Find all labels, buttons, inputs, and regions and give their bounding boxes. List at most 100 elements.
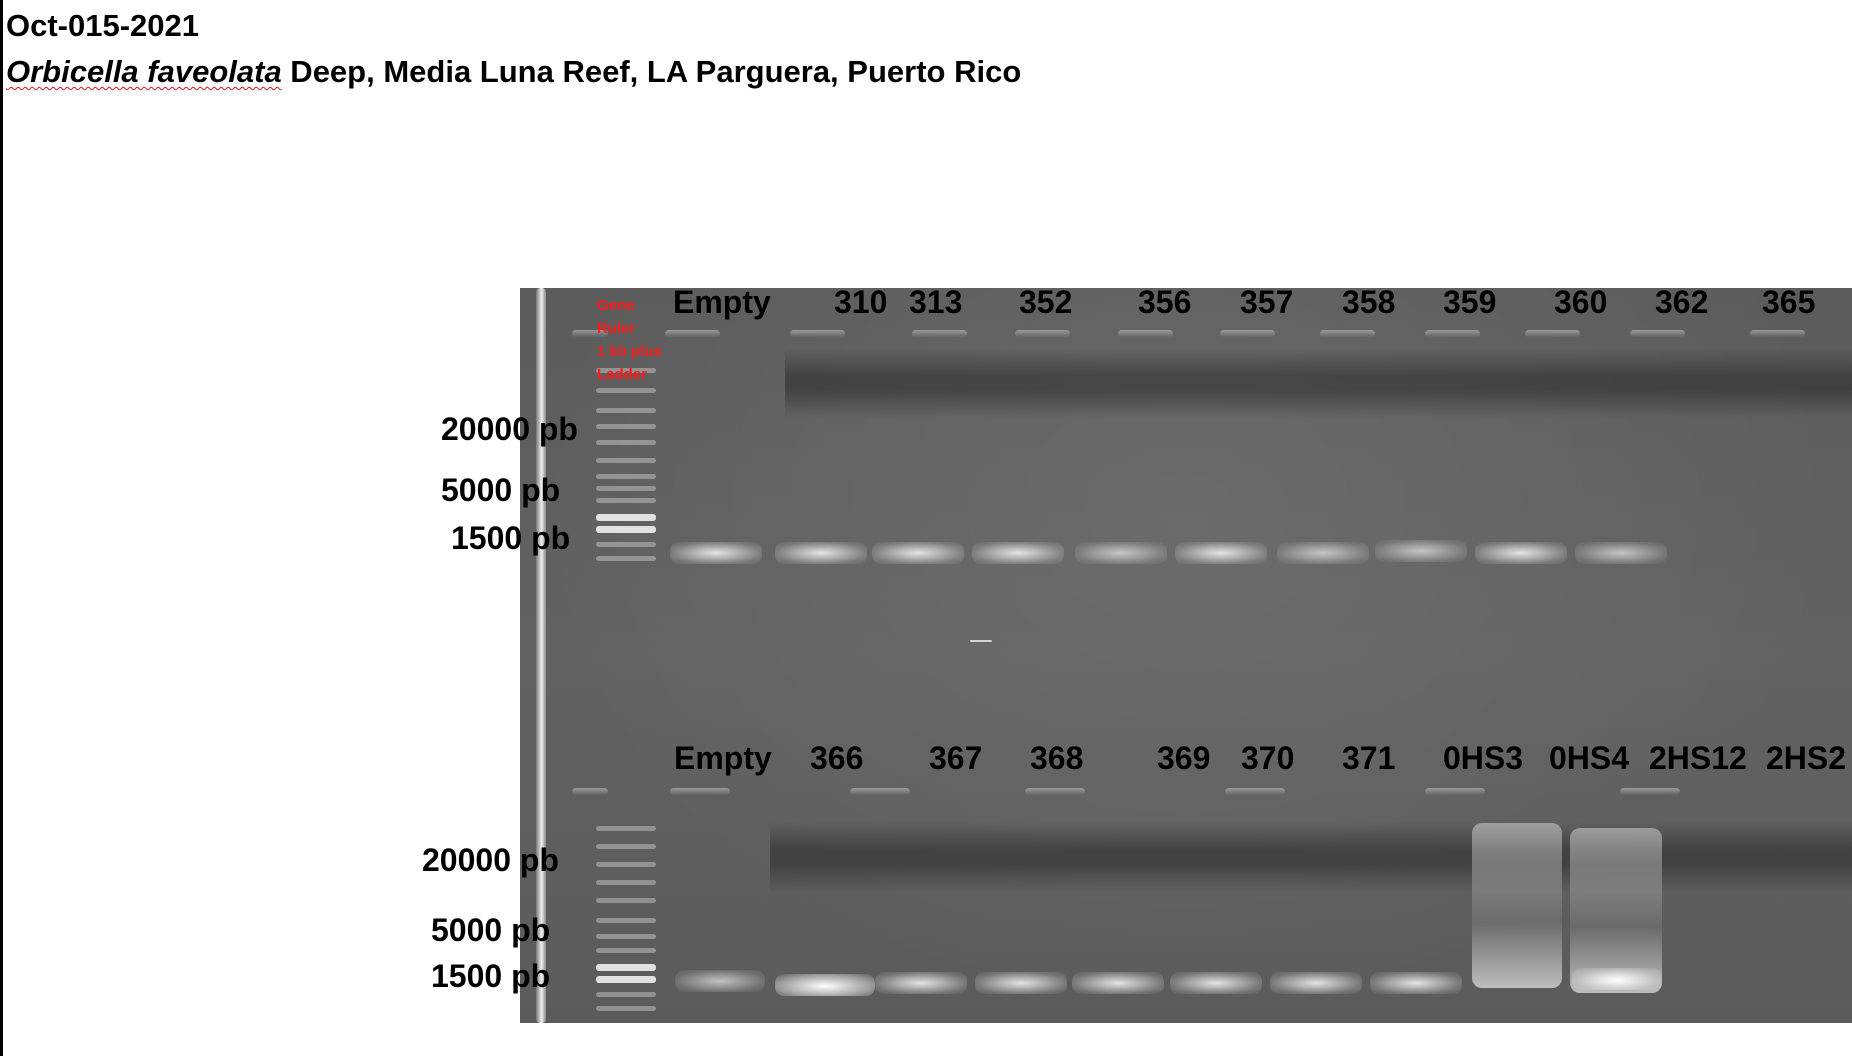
lane-label: 362 [1655, 284, 1709, 320]
lane-label: 369 [1157, 740, 1211, 776]
well [572, 330, 608, 337]
ladder-band [596, 976, 656, 983]
well [1220, 330, 1275, 337]
lane-label: 371 [1342, 740, 1396, 776]
dna-band [975, 972, 1067, 994]
lane-label: 359 [1443, 284, 1497, 320]
lane-label: 367 [929, 740, 983, 776]
well [790, 330, 845, 337]
dna-band [1572, 968, 1662, 990]
well [850, 788, 910, 795]
well [1225, 788, 1285, 795]
dna-band [972, 542, 1064, 564]
ladder-band [596, 934, 656, 939]
dna-band [1075, 542, 1167, 564]
genomic-smear [785, 348, 1852, 418]
ladder-name: Gene Ruler 1 kb plus Ladder [597, 294, 662, 386]
well [1118, 330, 1173, 337]
size-label: 20000 pb [441, 411, 578, 447]
well [1525, 330, 1580, 337]
lane-label: 360 [1554, 284, 1608, 320]
lane-label: 313 [909, 284, 963, 320]
lane-label: 357 [1240, 284, 1294, 320]
lane-label: 352 [1019, 284, 1073, 320]
ladder-band [596, 458, 656, 463]
dna-band [775, 974, 875, 996]
dna-band [675, 970, 765, 992]
ladder-band [596, 526, 656, 533]
well [572, 788, 608, 795]
ladder-band [596, 486, 656, 491]
dna-band [875, 972, 967, 994]
lane-label: 365 [1762, 284, 1816, 320]
lane-label: 356 [1138, 284, 1192, 320]
species-name: Orbicella faveolata [6, 54, 282, 89]
dna-band [670, 542, 762, 564]
well [1425, 330, 1480, 337]
lane-label: 0HS4 [1549, 740, 1630, 776]
lane-label: 0HS3 [1443, 740, 1524, 776]
lane-label: Empty [674, 740, 772, 776]
ladder-band [596, 408, 656, 413]
dna-band [775, 542, 867, 564]
ladder-band [596, 514, 656, 521]
gel-image [520, 288, 1852, 1023]
ladder-band [596, 556, 656, 561]
sample-smear [1472, 823, 1562, 988]
lane-label: Empty [673, 284, 771, 320]
size-label: 5000 pb [431, 912, 551, 948]
location-text: Deep, Media Luna Reef, LA Parguera, Puer… [281, 54, 1022, 89]
dna-band [1072, 972, 1164, 994]
dna-band [1370, 972, 1462, 994]
ladder-band [596, 388, 656, 393]
genomic-smear [770, 822, 1852, 892]
gel-artifact [970, 640, 992, 642]
well [912, 330, 967, 337]
well [1015, 330, 1070, 337]
date-title: Oct-015-2021 [6, 8, 200, 43]
well [665, 330, 720, 337]
lane-label: 2HS12 [1649, 740, 1747, 776]
well [1025, 788, 1085, 795]
dna-band [1575, 542, 1667, 564]
ladder-band [596, 918, 656, 923]
size-label: 1500 pb [451, 520, 571, 556]
ladder-band [596, 880, 656, 885]
lane-label: 370 [1241, 740, 1295, 776]
dna-band [1175, 542, 1267, 564]
ladder-band [596, 826, 656, 831]
ladder-band [596, 992, 656, 997]
well [1620, 788, 1680, 795]
ladder-band [596, 1006, 656, 1011]
ladder-band [596, 498, 656, 503]
ladder-name-line: Gene [597, 297, 635, 314]
well [1320, 330, 1375, 337]
lane-label: 310 [834, 284, 888, 320]
well [1750, 330, 1805, 337]
dna-band [1475, 542, 1567, 564]
dna-band [1277, 542, 1369, 564]
ladder-name-line: Ladder [597, 366, 648, 383]
ladder-band [596, 862, 656, 867]
sample-smear [1570, 828, 1662, 993]
dna-band [1270, 972, 1362, 994]
lane-label: 358 [1342, 284, 1396, 320]
ladder-band [596, 844, 656, 849]
left-border-line [0, 0, 3, 1056]
ladder-name-line: Ruler [597, 320, 636, 337]
well [1630, 330, 1685, 337]
ladder-band [596, 964, 656, 971]
ladder-band [596, 474, 656, 479]
size-label: 1500 pb [431, 958, 551, 994]
sample-description: Orbicella faveolata Deep, Media Luna Ree… [6, 54, 1021, 90]
well [1425, 788, 1485, 795]
gel-edge [536, 288, 546, 1023]
ladder-band [596, 542, 656, 547]
ladder-band [596, 948, 656, 953]
ladder-name-line: 1 kb plus [597, 343, 663, 360]
dna-band [1375, 540, 1467, 562]
lane-label: 368 [1030, 740, 1084, 776]
ladder-band [596, 440, 656, 445]
dna-band [1170, 972, 1262, 994]
lane-label: 366 [810, 740, 864, 776]
